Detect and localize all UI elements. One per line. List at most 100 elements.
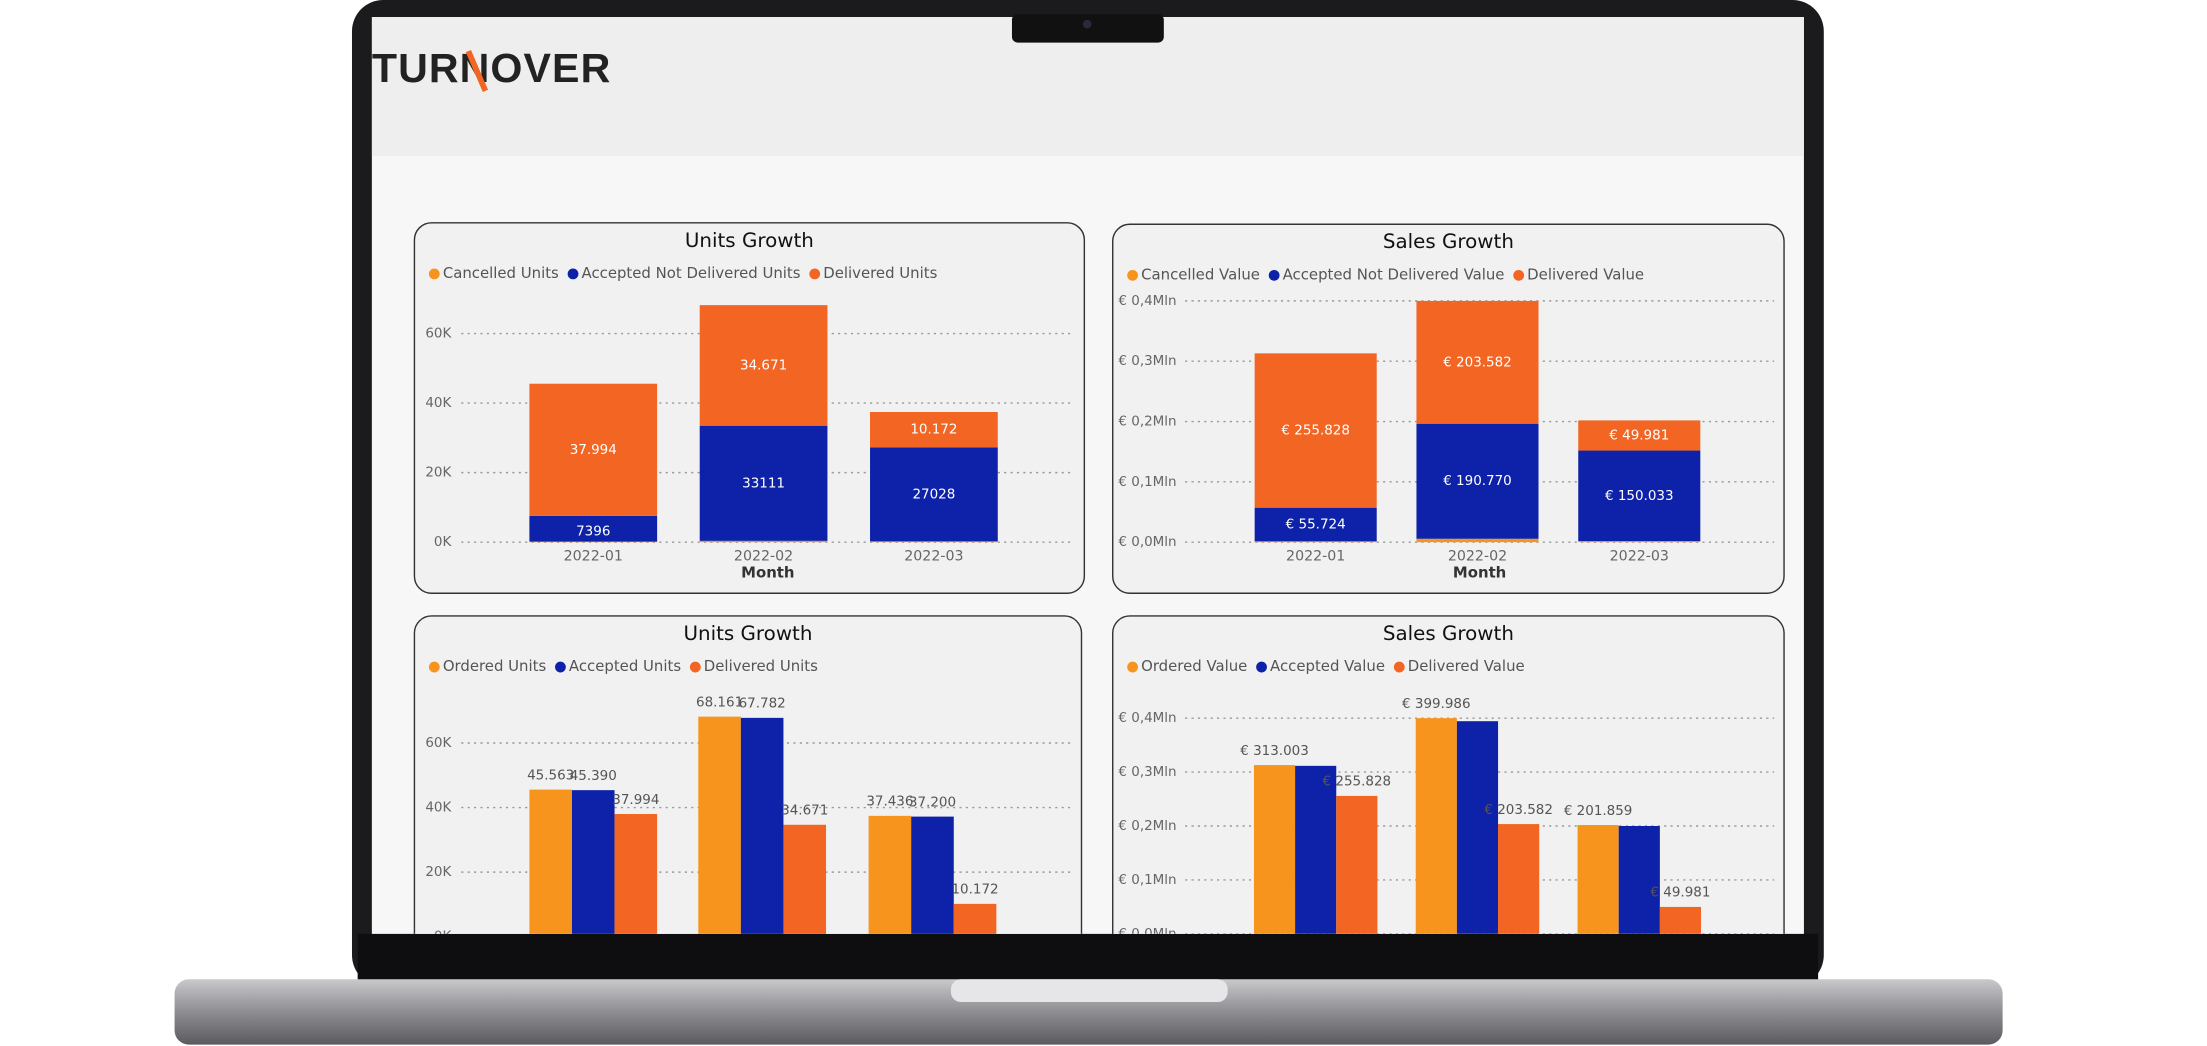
legend-marker <box>1268 269 1280 281</box>
bar <box>1336 795 1378 934</box>
data-label: € 255.828 <box>1281 423 1350 439</box>
data-label: 10.172 <box>910 422 957 438</box>
legend-label: Delivered Value <box>1408 657 1525 675</box>
bar-segment <box>1254 541 1377 543</box>
legend-marker <box>567 268 579 280</box>
data-label: 37.436 <box>866 794 913 810</box>
logo: TURNOVER <box>372 45 610 91</box>
x-axis-label: Month <box>1453 563 1506 581</box>
y-tick-label: € 0,2Mln <box>1118 414 1176 430</box>
y-tick-label: 0K <box>434 534 453 550</box>
bar <box>571 790 615 934</box>
x-tick-label: 2022-01 <box>1286 548 1345 564</box>
data-label: € 203.582 <box>1443 354 1512 370</box>
bar-segment <box>1416 538 1539 543</box>
data-label: 45.390 <box>570 768 617 784</box>
y-tick-label: € 0,2Mln <box>1118 818 1176 834</box>
legend-label: Cancelled Units <box>443 264 559 282</box>
bar <box>1295 765 1337 934</box>
base-notch <box>950 979 1228 1003</box>
camera-notch <box>1011 14 1164 43</box>
bar-segment <box>1254 507 1377 542</box>
y-tick-label: 40K <box>425 800 452 816</box>
data-label: 33111 <box>742 475 785 491</box>
legend-label: Accepted Value <box>1270 657 1385 675</box>
x-tick-label: 2022-03 <box>904 548 963 564</box>
bar <box>1456 721 1499 934</box>
data-label: € 190.770 <box>1443 473 1512 489</box>
y-tick-label: 20K <box>425 864 452 880</box>
x-tick-label: 2022-02 <box>734 548 793 564</box>
bar-segment <box>699 305 828 426</box>
camera <box>1082 19 1092 29</box>
bar <box>1253 765 1296 934</box>
legend-marker <box>428 268 440 280</box>
y-tick-label: € 0,4Mln <box>1118 293 1176 309</box>
legend-marker <box>428 661 440 673</box>
data-label: € 201.859 <box>1564 803 1633 819</box>
x-tick-label: 2022-01 <box>564 548 623 564</box>
data-label: 37.994 <box>570 442 617 458</box>
data-label: € 313.003 <box>1240 743 1309 759</box>
bar-segment <box>870 447 998 542</box>
legend-marker <box>809 268 821 280</box>
legend-label: Delivered Value <box>1527 265 1644 283</box>
x-tick-label: 2022-02 <box>1448 548 1507 564</box>
logo-accent <box>465 49 489 92</box>
data-label: 37.200 <box>909 794 956 810</box>
bar-segment <box>1578 420 1701 451</box>
bar <box>911 816 954 934</box>
data-label: € 255.828 <box>1323 774 1392 790</box>
bar <box>614 814 658 934</box>
legend-marker <box>1513 269 1525 281</box>
data-label: 67.782 <box>739 696 786 712</box>
data-label: 34.671 <box>740 357 787 373</box>
chart-title: Sales Growth <box>1383 230 1514 253</box>
data-label: 37.994 <box>612 792 659 808</box>
data-label: € 49.981 <box>1609 427 1669 443</box>
bar <box>868 815 912 934</box>
bar <box>698 716 741 934</box>
y-tick-label: 40K <box>425 395 452 411</box>
bar <box>740 717 784 934</box>
bar-segment <box>699 425 828 541</box>
legend-label: Delivered Units <box>823 264 937 282</box>
bar <box>1618 826 1660 934</box>
y-tick-label: € 0,0Mln <box>1118 926 1176 942</box>
legend-marker <box>1127 661 1138 673</box>
data-label: € 399.986 <box>1402 696 1471 712</box>
bar-segment <box>1578 541 1701 543</box>
data-label: € 150.033 <box>1605 488 1674 504</box>
data-label: € 203.582 <box>1484 802 1553 818</box>
bar <box>1577 825 1619 934</box>
y-tick-label: 20K <box>425 465 452 481</box>
bar <box>1659 906 1702 934</box>
chart-title: Sales Growth <box>1383 622 1514 645</box>
y-tick-label: 60K <box>425 735 452 751</box>
legend-label: Cancelled Value <box>1141 265 1260 283</box>
bar <box>1415 718 1457 934</box>
y-tick-label: 60K <box>425 326 452 342</box>
y-tick-label: € 0,0Mln <box>1118 534 1176 550</box>
data-label: 10.172 <box>951 882 998 898</box>
legend-marker <box>555 661 566 673</box>
bar-segment <box>870 411 998 448</box>
data-label: 45.563 <box>527 767 574 783</box>
y-tick-label: € 0,1Mln <box>1118 474 1176 490</box>
laptop-base <box>174 979 2003 1045</box>
data-label: 68.161 <box>696 694 743 710</box>
legend-marker <box>689 661 701 673</box>
legend-label: Accepted Units <box>569 657 681 675</box>
x-axis-label: Month <box>741 563 794 581</box>
legend-marker <box>1256 661 1267 673</box>
data-label: 34.671 <box>781 803 828 819</box>
y-tick-label: 0K <box>434 929 453 945</box>
legend-label: Ordered Value <box>1141 657 1247 675</box>
data-label: 27028 <box>912 486 955 502</box>
bar-segment <box>1416 300 1539 424</box>
legend-label: Delivered Units <box>704 657 818 675</box>
bar <box>783 824 827 934</box>
y-tick-label: € 0,3Mln <box>1118 353 1176 369</box>
bar-segment <box>529 515 658 542</box>
